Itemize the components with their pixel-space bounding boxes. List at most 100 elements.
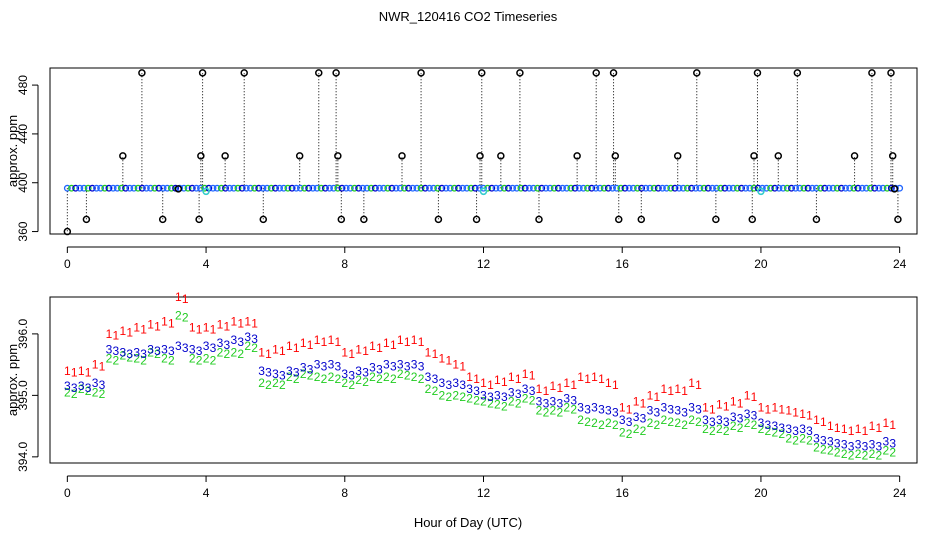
series-2-point: 2 [882, 444, 889, 458]
outlier-marker [609, 69, 618, 77]
series-3-point: 3 [383, 358, 390, 372]
series-2-point: 2 [508, 395, 515, 409]
series-2-point: 2 [820, 442, 827, 456]
series-3-point: 3 [751, 409, 758, 423]
series-2-point: 2 [71, 387, 78, 401]
top-x-tick-label: 12 [477, 257, 491, 271]
outlier-marker [398, 152, 406, 160]
highlight-point [202, 187, 210, 196]
bottom-x-tick-label: 4 [203, 486, 210, 500]
outlier-marker [868, 69, 876, 77]
series-1-point: 1 [647, 388, 654, 402]
series-1-point: 1 [432, 347, 439, 361]
series-2-point: 2 [577, 413, 584, 427]
baseline-point [130, 184, 138, 192]
series-2-point: 2 [695, 415, 702, 429]
series-2-point: 2 [640, 424, 647, 438]
baseline-point [842, 184, 850, 192]
series-2-point: 2 [515, 396, 522, 410]
outlier-marker [887, 69, 895, 77]
baseline-point [771, 184, 779, 192]
baseline-point [833, 184, 841, 192]
series-1-point: 1 [771, 401, 778, 415]
baseline-point [609, 184, 616, 192]
top-x-tick-label: 24 [893, 257, 907, 271]
baseline-point [796, 184, 804, 192]
baseline-point [400, 184, 408, 192]
series-2-point: 2 [626, 427, 633, 441]
baseline-point [750, 184, 758, 192]
baseline-point [84, 184, 92, 192]
series-1-point: 1 [563, 376, 570, 390]
top-x-tick-label: 0 [64, 257, 71, 271]
baseline-point [654, 184, 662, 192]
bottom-x-tick-label: 12 [477, 486, 491, 500]
series-3-point: 3 [230, 333, 237, 347]
series-1-point: 1 [445, 353, 452, 367]
series-2-point: 2 [133, 351, 140, 365]
series-2-point: 2 [792, 433, 799, 447]
baseline-point [267, 184, 275, 192]
series-2-point: 2 [397, 367, 404, 381]
bottom-x-axis: 0 4 8 12 16 20 24 [64, 475, 907, 500]
series-1-point: 1 [598, 372, 605, 386]
series-2-point: 2 [251, 341, 258, 355]
series-2-point: 2 [341, 376, 348, 390]
series-3-point: 3 [647, 404, 654, 418]
baseline-point [846, 184, 854, 192]
outlier-marker [673, 152, 682, 160]
baseline-point [546, 184, 554, 192]
series-3-point: 3 [806, 424, 813, 438]
series-1-point: 1 [660, 382, 667, 396]
baseline-point [313, 184, 321, 192]
series-3-point: 3 [834, 436, 841, 450]
series-1-point: 1 [744, 388, 751, 402]
series-1-point: 1 [522, 367, 529, 381]
top-baseline-band [63, 184, 904, 196]
series-1-point: 1 [369, 339, 376, 353]
outlier-marker [793, 69, 802, 77]
outlier-marker [476, 152, 484, 160]
series-2-point: 2 [439, 388, 446, 402]
series-1-point: 1 [362, 344, 369, 358]
series-2-point: 2 [85, 384, 92, 398]
baseline-point [238, 184, 246, 192]
series-3-point: 3 [556, 396, 563, 410]
baseline-point [409, 184, 417, 192]
series-3-point: 3 [882, 434, 889, 448]
baseline-point [72, 184, 80, 192]
series-1-point: 1 [286, 339, 293, 353]
series-3-point: 3 [293, 366, 300, 380]
series-1-point: 1 [515, 372, 522, 386]
series-1-point: 1 [508, 370, 515, 384]
series-3-point: 3 [508, 385, 515, 399]
outlier-marker [573, 152, 581, 160]
outlier-marker [890, 185, 899, 193]
series-1-point: 1 [126, 326, 133, 340]
baseline-point [163, 184, 171, 192]
series-3-point: 3 [459, 378, 466, 392]
series-1-point: 1 [237, 316, 244, 330]
series-3-point: 3 [244, 330, 251, 344]
baseline-point [850, 184, 858, 192]
series-1-point: 1 [390, 338, 397, 352]
outlier-marker [158, 215, 167, 224]
baseline-point [197, 184, 204, 192]
top-y-tick-label: 440 [16, 124, 30, 144]
series-2-point: 2 [411, 370, 418, 384]
series-3-point: 3 [106, 342, 113, 356]
series-2-point: 2 [293, 372, 300, 386]
series-3-point: 3 [355, 364, 362, 378]
baseline-point [559, 184, 567, 192]
series-3-point: 3 [626, 415, 633, 429]
outlier-marker [750, 152, 758, 160]
series-2-point: 2 [654, 418, 661, 432]
series-2-point: 2 [709, 424, 716, 438]
bottom-series: 1 1 1 11 11 1 1 1 1 1 1 1 1 11 11 1 1 1 1 1 1 1 1 11 1 1 1 1 1 1 1 1 1 1 1… [64, 290, 896, 463]
baseline-point [534, 184, 542, 192]
series-1-point: 1 [654, 390, 661, 404]
series-2-point: 2 [688, 413, 695, 427]
series-2-point: 2 [335, 372, 342, 386]
series-1-point: 1 [612, 378, 619, 392]
outlier-marker [174, 185, 183, 193]
